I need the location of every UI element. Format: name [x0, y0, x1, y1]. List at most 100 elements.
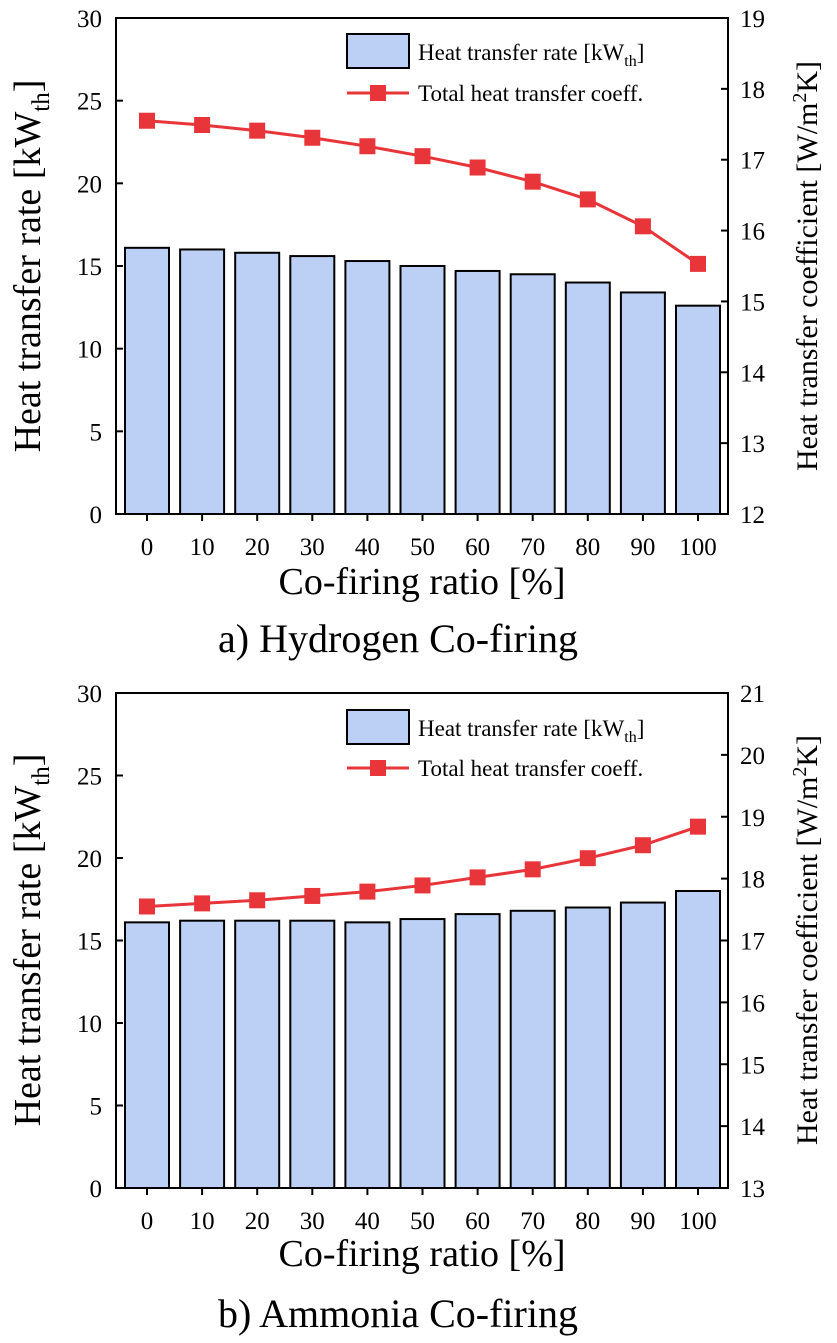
x-tick-label: 30	[300, 534, 325, 561]
bar-30	[289, 919, 336, 1189]
x-tick-label: 70	[520, 534, 545, 561]
x-axis-title: Co-firing ratio [%]	[278, 561, 565, 603]
bar-100	[675, 890, 721, 1189]
legend-bar-label: Heat transfer rate [kWth]	[418, 40, 644, 70]
y-tick-label: 10	[77, 1011, 102, 1038]
y2-tick-label: 19	[740, 6, 765, 33]
x-tick-label: 30	[300, 1208, 325, 1235]
panel-ammonia: 0 5 10 15 20 25 30 13 14 15 16 17 18 19 20 21 0 10 20 30 4…	[7, 681, 824, 1336]
bar-20	[234, 919, 281, 1189]
panel-hydrogen: 0 5 10 15 20 25 30 12 13 14 15 16 17 18 19 0 10 20 30 40 5…	[7, 6, 824, 661]
bars-heat-transfer-rate	[124, 890, 721, 1189]
line-point-90	[634, 837, 651, 854]
bar-70	[509, 909, 556, 1189]
line-point-60	[469, 159, 486, 176]
y-axis-left: 0 5 10 15 20 25 30	[77, 6, 123, 529]
line-point-30	[304, 129, 321, 146]
x-tick-label: 40	[355, 534, 380, 561]
x-tick-label: 40	[355, 1208, 380, 1235]
x-tick-label: 0	[141, 1208, 154, 1235]
bar-50	[399, 918, 446, 1189]
y2-tick-label: 18	[740, 77, 765, 104]
line-point-80	[579, 850, 596, 867]
y2-tick-label: 20	[740, 743, 765, 770]
bar-40	[344, 260, 391, 516]
x-tick-label: 10	[190, 1208, 215, 1235]
x-tick-label: 100	[679, 534, 717, 561]
line-point-0	[139, 112, 155, 129]
line-series-path	[146, 825, 699, 908]
legend-line-label: Total heat transfer coeff.	[418, 756, 643, 781]
line-point-60	[469, 869, 486, 886]
y-tick-label: 10	[77, 337, 102, 364]
x-tick-label: 90	[630, 1208, 655, 1235]
bar-10	[179, 919, 226, 1189]
line-point-90	[634, 218, 651, 235]
line-series-path	[146, 119, 699, 266]
bar-60	[454, 269, 501, 515]
y2-tick-label: 19	[740, 805, 765, 832]
y2-tick-label: 14	[740, 360, 766, 387]
x-tick-label: 60	[465, 1208, 490, 1235]
y2-tick-label: 13	[740, 1176, 765, 1203]
line-point-100	[690, 818, 706, 835]
legend: Heat transfer rate [kWth] Total heat tra…	[346, 709, 644, 781]
line-point-20	[249, 122, 266, 139]
y-tick-label: 30	[77, 681, 102, 708]
panel-caption: a) Hydrogen Co-firing	[218, 616, 578, 661]
y-axis-title: Heat transfer rate [kWth]	[7, 754, 55, 1127]
y-tick-label: 30	[77, 6, 102, 33]
y2-tick-label: 18	[740, 867, 765, 894]
line-point-70	[524, 861, 541, 878]
y2-tick-label: 12	[740, 502, 765, 529]
line-point-40	[359, 883, 376, 900]
x-tick-label: 10	[190, 534, 215, 561]
x-tick-label: 20	[245, 1208, 270, 1235]
bar-90	[619, 901, 666, 1189]
y2-axis-title: Heat transfer coefficient [W/m2K]	[789, 735, 824, 1145]
x-axis-title: Co-firing ratio [%]	[278, 1233, 565, 1275]
y2-tick-label: 14	[740, 1114, 766, 1141]
x-tick-label: 50	[410, 1208, 435, 1235]
line-point-30	[304, 887, 321, 904]
legend: Heat transfer rate [kWth] Total heat tra…	[346, 33, 644, 106]
panel-caption: b) Ammonia Co-firing	[218, 1291, 578, 1336]
y-axis-title: Heat transfer rate [kWth]	[7, 80, 55, 453]
bar-10	[179, 248, 226, 515]
line-point-80	[579, 191, 596, 208]
x-tick-label: 50	[410, 534, 435, 561]
bar-80	[564, 281, 611, 515]
y-tick-label: 25	[77, 764, 102, 791]
y-tick-label: 5	[90, 419, 103, 446]
y2-axis-title: Heat transfer coefficient [W/m2K]	[789, 61, 824, 471]
y-tick-label: 20	[77, 846, 102, 873]
x-tick-label: 80	[575, 1208, 600, 1235]
line-total-heat-transfer-coeff	[139, 112, 706, 272]
line-point-40	[359, 138, 376, 155]
x-tick-label: 90	[630, 534, 655, 561]
x-tick-label: 100	[679, 1208, 717, 1235]
legend-bar-label: Heat transfer rate [kWth]	[418, 716, 644, 746]
y-tick-label: 20	[77, 171, 102, 198]
y-tick-label: 15	[77, 929, 102, 956]
bar-0	[124, 921, 170, 1189]
y2-tick-label: 15	[740, 1052, 765, 1079]
y2-tick-label: 15	[740, 289, 765, 316]
line-total-heat-transfer-coeff	[139, 818, 706, 915]
bar-60	[454, 913, 501, 1189]
y-tick-label: 5	[90, 1094, 103, 1121]
y-axis-left: 0 5 10 15 20 25 30	[77, 681, 123, 1203]
y2-tick-label: 13	[740, 431, 765, 458]
legend-bar-swatch	[346, 33, 410, 69]
bar-70	[509, 273, 556, 515]
line-point-70	[524, 173, 541, 190]
bar-50	[399, 265, 446, 515]
bar-0	[124, 246, 170, 516]
y-tick-label: 0	[90, 502, 103, 529]
legend-line-marker	[370, 85, 386, 101]
x-tick-label: 80	[575, 534, 600, 561]
bar-100	[675, 304, 721, 515]
bar-40	[344, 921, 391, 1189]
legend-line-marker	[370, 760, 386, 776]
